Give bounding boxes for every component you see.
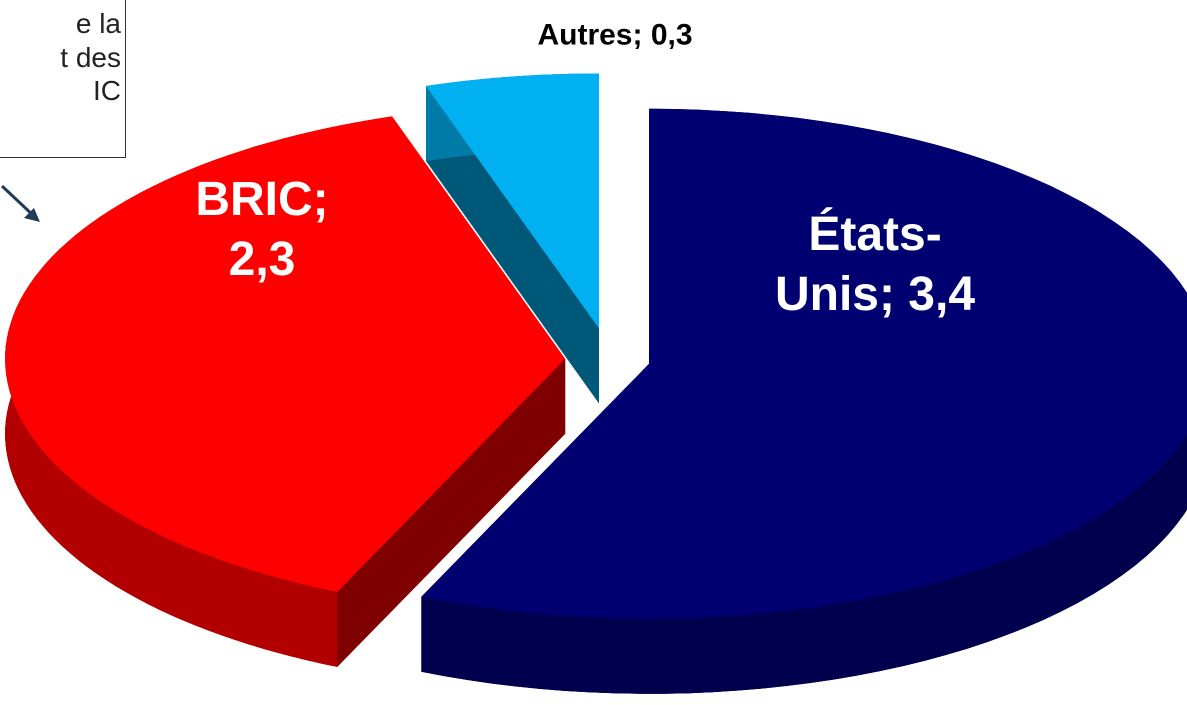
slice-shade [421,108,1187,694]
pie-slice [426,73,599,329]
pie-slice [5,116,566,592]
slice-side [421,108,1187,694]
annotation-line: t des [60,41,121,73]
data-label: États-Unis; 3,4 [774,208,976,321]
slice-shade [426,86,599,404]
annotation-line: IC [93,75,121,107]
slice-shade [337,358,566,667]
arrow-head [24,208,40,222]
data-label: Autres; 0,3 [537,18,693,52]
pie-slice [421,108,1187,619]
data-label: BRIC; 2,3 [195,173,329,286]
annotation-line: e la [75,8,121,39]
annotation-box: e la t des IC [0,0,126,158]
